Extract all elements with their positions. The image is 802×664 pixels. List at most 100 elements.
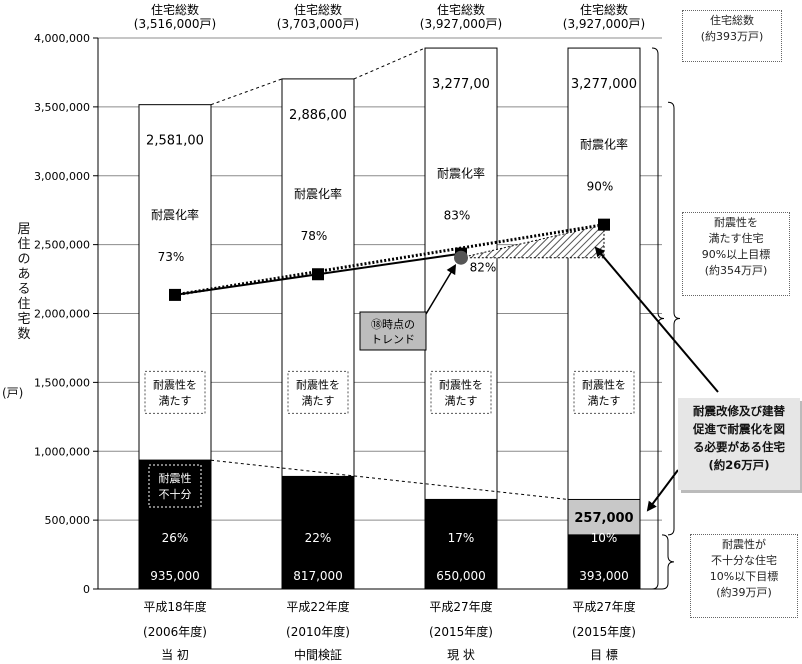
insufficient-value: 817,000 (293, 569, 343, 583)
y-tick-label: 500,000 (45, 514, 91, 527)
insufficient-value: 650,000 (436, 569, 486, 583)
target-sufficient-line: 満たす住宅 (708, 232, 764, 245)
y-tick-label: 3,500,000 (34, 101, 90, 114)
rate-marker (169, 288, 181, 301)
x-label-year: (2010年度) (286, 624, 350, 639)
x-label-era: 平成22年度 (286, 599, 349, 614)
sufficient-box-line: 耐震性を (296, 377, 340, 391)
target-insufficient-note: 耐震性が 不十分な住宅 10%以下目標 (約39万戸) (690, 534, 798, 618)
x-label-year: (2006年度) (143, 624, 207, 639)
sufficient-box (430, 370, 492, 414)
callout-arrow-needed (646, 469, 679, 512)
sufficient-box-line: 耐震性を (439, 377, 483, 391)
trend-note-arrow (425, 263, 457, 315)
bar-labels: 住宅総数(3,516,000戸)2,581,00935,00026%耐震性を満た… (134, 2, 645, 583)
sufficient-box-line: 耐震性を (153, 377, 197, 391)
target-sufficient-line: (約354万戸) (704, 264, 768, 277)
y-axis-unit: (戸) (2, 386, 24, 400)
insufficient-box (148, 464, 202, 508)
insufficient-pct: 10% (591, 531, 618, 545)
target-sufficient-line: 90%以上目標 (701, 248, 771, 261)
callout-arrow-gap (594, 246, 719, 393)
sufficient-box (144, 370, 206, 414)
target-sufficient-note: 耐震性を 満たす住宅 90%以上目標 (約354万戸) (682, 212, 790, 296)
total-title: 住宅総数 (580, 2, 628, 17)
x-label-stage: 現 状 (447, 648, 475, 662)
brace-insufficient-target (661, 534, 675, 590)
y-tick-label: 3,000,000 (34, 170, 90, 183)
target-insufficient-line: 不十分な住宅 (711, 554, 777, 567)
rate-label: 73% (158, 250, 185, 264)
insufficient-segment (424, 498, 498, 590)
total-connector (210, 78, 283, 106)
insufficient-connector (210, 459, 569, 500)
sufficient-segment (567, 47, 641, 536)
insufficient-value: 935,000 (150, 569, 200, 583)
insufficient-value: 393,000 (579, 569, 629, 583)
sufficient-box-line: 耐震性を (582, 377, 626, 391)
y-tick-label: 1,500,000 (34, 376, 90, 389)
improvement-needed-segment (567, 498, 641, 536)
rate-label: 83% (444, 209, 471, 223)
x-label-era: 平成18年度 (143, 599, 206, 614)
trend-line (174, 223, 605, 297)
insufficient-segment (138, 459, 212, 590)
sufficient-box-line: 満たす (445, 394, 478, 407)
y-tick-label: 0 (83, 583, 90, 596)
sufficient-box-line: 満たす (302, 394, 335, 407)
x-label-year: (2015年度) (429, 624, 493, 639)
improvement-needed-value: 257,000 (574, 511, 633, 526)
sufficient-box-line: 満たす (588, 394, 621, 407)
rate-marker (598, 218, 610, 231)
rate-title: 耐震化率 (437, 166, 485, 181)
rate-title: 耐震化率 (580, 137, 628, 152)
target-insufficient-line: (約39万戸) (716, 586, 772, 599)
total-title: 住宅総数 (151, 2, 199, 17)
y-tick-label: 1,000,000 (34, 445, 90, 458)
rate-label: 78% (301, 229, 328, 243)
y-tick-label: 2,000,000 (34, 308, 90, 321)
sufficient-segment (424, 47, 498, 500)
insufficient-box-line: 不十分 (159, 487, 192, 501)
total-note-line: 住宅総数 (710, 14, 754, 27)
y-tick-label: 4,000,000 (34, 32, 90, 45)
x-label-era: 平成27年度 (572, 599, 635, 614)
sufficient-value: 2,886,00 (289, 108, 347, 123)
sufficient-box (287, 370, 349, 414)
x-label-era: 平成27年度 (429, 599, 492, 614)
x-label-stage: 目 標 (590, 648, 618, 662)
total-title: 住宅総数 (437, 2, 485, 17)
total-value: (3,703,000戸) (277, 17, 359, 31)
total-note-line: (約393万戸) (700, 30, 764, 43)
callout-line: (約26万戸) (708, 458, 770, 472)
y-tick-label: 2,500,000 (34, 239, 90, 252)
rate-title: 耐震化率 (151, 207, 199, 222)
total-title: 住宅総数 (294, 2, 342, 17)
callout-line: る必要がある住宅 (693, 440, 785, 454)
brace-sufficient-target (667, 101, 681, 536)
sufficient-box-line: 満たす (159, 394, 192, 407)
trend-note-box (359, 311, 427, 351)
trend-note-line: ⑱時点の (371, 318, 415, 331)
callout-line: 耐震改修及び建替 (693, 404, 785, 418)
insufficient-segment (281, 475, 355, 590)
target-sufficient-line: 耐震性を (714, 216, 758, 229)
x-axis-labels: 平成18年度 (2006年度) 当 初 平成22年度 (2010年度) 中間検証 平成27年… (143, 599, 636, 662)
sufficient-value: 3,277,000 (571, 77, 637, 92)
rate-title: 耐震化率 (294, 186, 342, 201)
trend-label: 82% (470, 261, 497, 275)
total-value: (3,927,000戸) (420, 17, 502, 31)
trend-marker (454, 250, 468, 265)
y-axis-title: 居住のある住宅数 (17, 222, 31, 342)
improvement-gap (460, 224, 605, 259)
bars (138, 47, 641, 590)
sufficient-value: 2,581,00 (146, 134, 204, 149)
insufficient-pct: 17% (448, 531, 475, 545)
insufficient-box-line: 耐震性 (159, 471, 192, 485)
rate-label: 90% (587, 180, 614, 194)
total-note: 住宅総数 (約393万戸) (682, 10, 782, 62)
brace-total (651, 47, 665, 590)
sufficient-value: 3,277,00 (432, 77, 490, 92)
